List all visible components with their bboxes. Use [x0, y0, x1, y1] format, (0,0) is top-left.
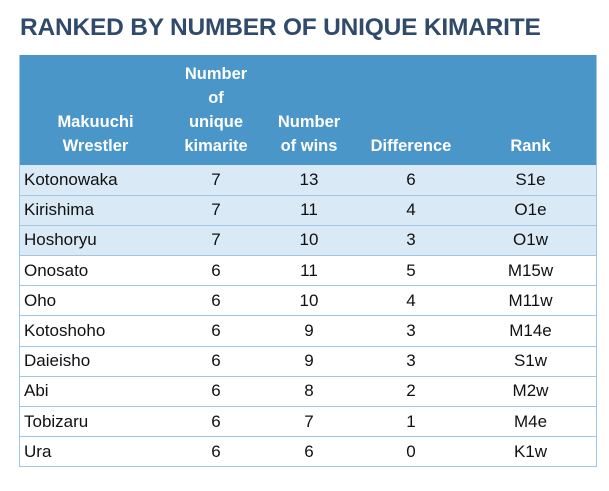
rank-cell: M11w — [465, 285, 596, 317]
difference-cell: 6 — [357, 165, 465, 196]
table-row: Abi 6 8 2 M2w — [20, 376, 596, 408]
header-text: unique — [188, 113, 244, 131]
table-row: Daieisho 6 9 3 S1w — [20, 346, 596, 377]
header-wrestler: Makuuchi Wrestler — [20, 55, 171, 165]
rank-cell: S1w — [465, 346, 596, 377]
rank-cell: M15w — [465, 255, 596, 287]
table-row: Kirishima 7 11 4 O1e — [20, 195, 596, 226]
unique-kimarite-cell: 6 — [171, 255, 261, 287]
unique-kimarite-cell: 6 — [171, 285, 261, 317]
wrestler-cell: Kirishima — [20, 195, 171, 226]
difference-cell: 0 — [357, 436, 465, 468]
header-text: of — [208, 89, 224, 107]
header-text: Rank — [510, 137, 551, 155]
wins-cell: 11 — [261, 255, 357, 287]
unique-kimarite-cell: 6 — [171, 346, 261, 377]
difference-cell: 3 — [357, 346, 465, 377]
wins-cell: 11 — [261, 195, 357, 226]
kimarite-table-container: Makuuchi Wrestler Number of unique kimar… — [19, 55, 597, 468]
wrestler-cell: Hoshoryu — [20, 225, 171, 257]
wins-cell: 10 — [261, 285, 357, 317]
wrestler-cell: Abi — [20, 376, 171, 408]
rank-cell: O1w — [465, 225, 596, 257]
difference-cell: 1 — [357, 406, 465, 438]
wins-cell: 9 — [261, 346, 357, 377]
wrestler-cell: Onosato — [20, 255, 171, 287]
wrestler-cell: Kotonowaka — [20, 165, 171, 196]
kimarite-table: Makuuchi Wrestler Number of unique kimar… — [20, 55, 596, 468]
header-rank: Rank — [465, 55, 596, 165]
difference-cell: 4 — [357, 285, 465, 317]
rank-cell: M14e — [465, 315, 596, 347]
unique-kimarite-cell: 6 — [171, 406, 261, 438]
table-row: Onosato 6 11 5 M15w — [20, 255, 596, 287]
wins-cell: 7 — [261, 406, 357, 438]
header-text: Number — [277, 113, 341, 131]
wrestler-cell: Oho — [20, 285, 171, 317]
header-text: Number — [184, 65, 248, 83]
table-row: Kotonowaka 7 13 6 S1e — [20, 165, 596, 196]
wins-cell: 8 — [261, 376, 357, 408]
unique-kimarite-cell: 6 — [171, 315, 261, 347]
wrestler-cell: Kotoshoho — [20, 315, 171, 347]
header-row: Makuuchi Wrestler Number of unique kimar… — [20, 55, 596, 165]
rank-cell: K1w — [465, 436, 596, 468]
table-row: Ura 6 6 0 K1w — [20, 436, 596, 468]
header-text: Makuuchi — [57, 113, 134, 131]
table-row: Oho 6 10 4 M11w — [20, 285, 596, 317]
rank-cell: M2w — [465, 376, 596, 408]
rank-cell: O1e — [465, 195, 596, 226]
unique-kimarite-cell: 7 — [171, 195, 261, 226]
difference-cell: 2 — [357, 376, 465, 408]
rank-cell: S1e — [465, 165, 596, 196]
table-row: Kotoshoho 6 9 3 M14e — [20, 315, 596, 347]
table-row: Hoshoryu 7 10 3 O1w — [20, 225, 596, 257]
wrestler-cell: Ura — [20, 436, 171, 468]
difference-cell: 3 — [357, 315, 465, 347]
difference-cell: 5 — [357, 255, 465, 287]
wins-cell: 6 — [261, 436, 357, 468]
page-title: RANKED BY NUMBER OF UNIQUE KIMARITE — [20, 14, 541, 41]
wrestler-cell: Tobizaru — [20, 406, 171, 438]
header-text: Wrestler — [62, 137, 129, 155]
header-text: Difference — [370, 137, 452, 155]
rank-cell: M4e — [465, 406, 596, 438]
difference-cell: 3 — [357, 225, 465, 257]
header-text: of wins — [280, 137, 338, 155]
header-wins: Number of wins — [261, 55, 357, 165]
unique-kimarite-cell: 6 — [171, 436, 261, 468]
header-difference: Difference — [357, 55, 465, 165]
unique-kimarite-cell: 7 — [171, 225, 261, 257]
table-body: Kotonowaka 7 13 6 S1e Kirishima 7 11 4 O1e Hoshory… — [20, 165, 596, 468]
header-text: kimarite — [184, 137, 248, 155]
table-row: Tobizaru 6 7 1 M4e — [20, 406, 596, 438]
wrestler-cell: Daieisho — [20, 346, 171, 377]
unique-kimarite-cell: 6 — [171, 376, 261, 408]
difference-cell: 4 — [357, 195, 465, 226]
wins-cell: 9 — [261, 315, 357, 347]
wins-cell: 13 — [261, 165, 357, 196]
unique-kimarite-cell: 7 — [171, 165, 261, 196]
header-unique-kimarite: Number of unique kimarite — [171, 55, 261, 165]
wins-cell: 10 — [261, 225, 357, 257]
